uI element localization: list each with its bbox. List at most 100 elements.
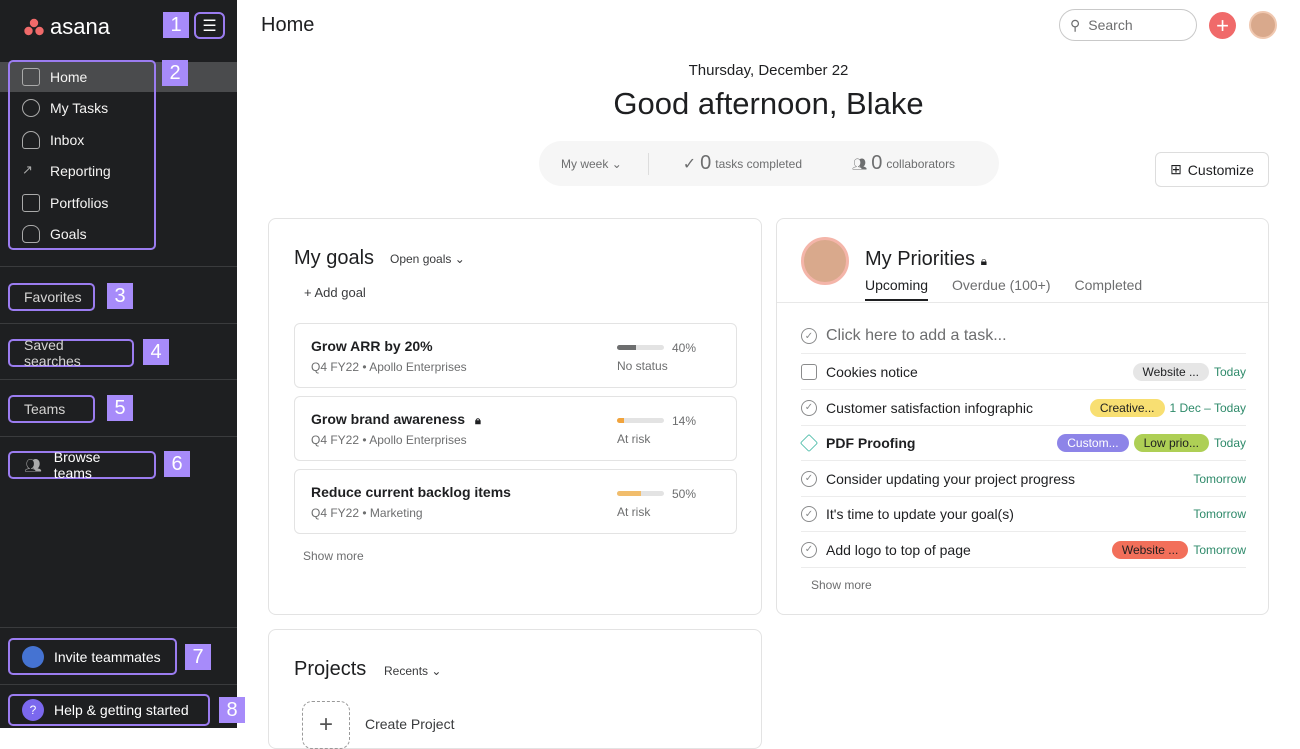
task-row[interactable]: ✓ It's time to update your goal(s) Tomorro… bbox=[801, 497, 1246, 532]
browse-teams-button[interactable]: 👥︎ Browse teams bbox=[8, 449, 156, 481]
lock-icon: 🔒︎ bbox=[980, 254, 987, 268]
task-tag[interactable]: Custom... bbox=[1057, 434, 1129, 452]
goal-percent: 50% bbox=[672, 487, 697, 501]
goal-progress-bar bbox=[617, 491, 664, 496]
goal-subtitle: Q4 FY22 • Marketing bbox=[311, 506, 423, 520]
collaborators-count: 0 bbox=[871, 152, 883, 174]
goal-progress-bar bbox=[617, 345, 664, 350]
goal-item[interactable]: Grow ARR by 20% Q4 FY22 • Apollo Enterpr… bbox=[294, 323, 737, 388]
marker-2: 2 bbox=[162, 60, 188, 86]
page-title: Home bbox=[261, 14, 315, 36]
check-circle-icon: ✓ bbox=[801, 541, 817, 558]
greeting-text: Good afternoon, Blake bbox=[613, 86, 924, 121]
task-row[interactable]: ✓ Add logo to top of page Website ... Tomor… bbox=[801, 533, 1246, 568]
add-task-placeholder: Click here to add a task... bbox=[826, 327, 1007, 344]
create-project-button[interactable]: + bbox=[302, 701, 350, 749]
marker-6: 6 bbox=[164, 451, 190, 477]
task-tag[interactable]: Creative... bbox=[1089, 398, 1165, 417]
invite-teammates-button[interactable]: Invite teammates bbox=[8, 638, 177, 675]
tab-completed[interactable]: Completed bbox=[1074, 277, 1143, 293]
tasks-show-more[interactable]: Show more bbox=[811, 578, 872, 592]
marker-7: 7 bbox=[185, 644, 211, 670]
priorities-title-text: My Priorities bbox=[865, 248, 976, 270]
sidebar-item-reporting[interactable]: ↗ Reporting bbox=[22, 159, 111, 183]
search-icon: ⚲ bbox=[1070, 16, 1081, 33]
help-label: Help & getting started bbox=[54, 702, 189, 718]
sidebar-item-portfolios[interactable]: Portfolios bbox=[22, 191, 108, 215]
goals-title: My goals bbox=[294, 247, 375, 269]
plus-icon: + bbox=[318, 711, 333, 738]
bell-icon bbox=[22, 131, 40, 149]
nav-label: Portfolios bbox=[50, 195, 109, 211]
divider bbox=[647, 152, 649, 175]
goal-title: Grow ARR by 20% bbox=[311, 338, 433, 354]
collaborators-icon: 👥︎ bbox=[852, 156, 868, 171]
divider bbox=[0, 684, 237, 685]
collaborators-label: collaborators bbox=[886, 156, 956, 171]
task-name: PDF Proofing bbox=[826, 435, 916, 451]
tab-overdue[interactable]: Overdue (100+) bbox=[952, 277, 1051, 293]
task-name: Add logo to top of page bbox=[826, 541, 971, 558]
sidebar-item-home[interactable]: Home bbox=[22, 65, 87, 89]
saved-searches-section[interactable]: Saved searches bbox=[8, 337, 134, 369]
people-icon: 👥︎ bbox=[24, 456, 42, 473]
task-tag[interactable]: Low prio... bbox=[1133, 434, 1209, 452]
add-task-input[interactable]: ✓ Click here to add a task... bbox=[801, 319, 1246, 354]
goals-filter-dropdown[interactable]: Open goals ⌄ bbox=[390, 252, 465, 266]
task-row[interactable]: Cookies notice Website ... Today bbox=[801, 355, 1246, 390]
create-project-label[interactable]: Create Project bbox=[365, 716, 455, 732]
marker-3: 3 bbox=[107, 283, 133, 309]
goal-status: At risk bbox=[617, 432, 651, 446]
task-tag[interactable]: Website ... bbox=[1132, 363, 1209, 381]
search-input[interactable]: ⚲ Search bbox=[1059, 9, 1197, 41]
chevron-down-icon: ⌄ bbox=[611, 156, 622, 171]
task-row[interactable]: ✓ Customer satisfaction infographic Creati… bbox=[801, 391, 1246, 426]
divider bbox=[0, 323, 237, 324]
nav-label: Home bbox=[50, 69, 88, 85]
tab-upcoming[interactable]: Upcoming bbox=[865, 277, 929, 301]
projects-filter-dropdown[interactable]: Recents ⌄ bbox=[384, 664, 441, 678]
customize-button[interactable]: ⊞ Customize bbox=[1155, 152, 1269, 187]
user-avatar[interactable] bbox=[1249, 11, 1277, 39]
goal-percent: 14% bbox=[672, 414, 697, 428]
goal-subtitle: Q4 FY22 • Apollo Enterprises bbox=[311, 433, 467, 447]
check-circle-icon: ✓ bbox=[801, 506, 817, 522]
goal-title-text: Reduce current backlog items bbox=[311, 484, 511, 500]
sidebar-item-goals[interactable]: Goals bbox=[22, 222, 87, 246]
check-circle-icon: ✓ bbox=[801, 470, 817, 487]
create-button[interactable]: + bbox=[1209, 12, 1236, 39]
favorites-section[interactable]: Favorites bbox=[8, 283, 95, 311]
teams-section[interactable]: Teams bbox=[8, 395, 95, 423]
task-name: Consider updating your project progress bbox=[826, 470, 1076, 487]
widgets-icon: ⊞ bbox=[1170, 161, 1182, 177]
sidebar-item-inbox[interactable]: Inbox bbox=[22, 128, 84, 152]
help-button[interactable]: ? Help & getting started bbox=[8, 694, 210, 726]
goal-title: Reduce current backlog items bbox=[311, 484, 511, 500]
task-tag[interactable]: Website ... bbox=[1111, 540, 1189, 559]
marker-8: 8 bbox=[219, 697, 245, 723]
search-placeholder: Search bbox=[1088, 17, 1133, 33]
chart-line-icon: ↗ bbox=[22, 162, 33, 177]
divider bbox=[777, 302, 1268, 303]
priorities-avatar bbox=[801, 237, 849, 285]
customize-label: Customize bbox=[1187, 161, 1254, 178]
goal-item[interactable]: Reduce current backlog items Q4 FY22 • M… bbox=[294, 469, 737, 534]
add-goal-button[interactable]: + Add goal bbox=[304, 285, 366, 300]
task-row[interactable]: PDF Proofing Custom... Low prio... Today bbox=[799, 426, 1246, 461]
divider bbox=[0, 436, 237, 437]
task-due-date: Today bbox=[1213, 436, 1246, 450]
person-icon bbox=[22, 225, 40, 243]
chevron-down-icon: ⌄ bbox=[431, 664, 442, 678]
asana-logo[interactable]: asana bbox=[24, 14, 110, 40]
period-dropdown[interactable]: My week ⌄ bbox=[561, 157, 622, 171]
sidebar-item-my-tasks[interactable]: My Tasks bbox=[22, 96, 108, 120]
lock-icon: 🔒︎ bbox=[474, 415, 481, 427]
task-due-date: Tomorrow bbox=[1193, 507, 1246, 521]
goal-item[interactable]: Grow brand awareness 🔒︎ Q4 FY22 • Apollo… bbox=[294, 396, 737, 461]
collapse-sidebar-button[interactable]: ☰ bbox=[194, 12, 225, 39]
date-text: Thursday, December 22 bbox=[688, 62, 849, 79]
marker-1: 1 bbox=[163, 12, 189, 38]
goals-show-more[interactable]: Show more bbox=[303, 549, 364, 563]
plus-icon: + bbox=[304, 285, 312, 300]
task-row[interactable]: ✓ Consider updating your project progress… bbox=[801, 462, 1246, 497]
